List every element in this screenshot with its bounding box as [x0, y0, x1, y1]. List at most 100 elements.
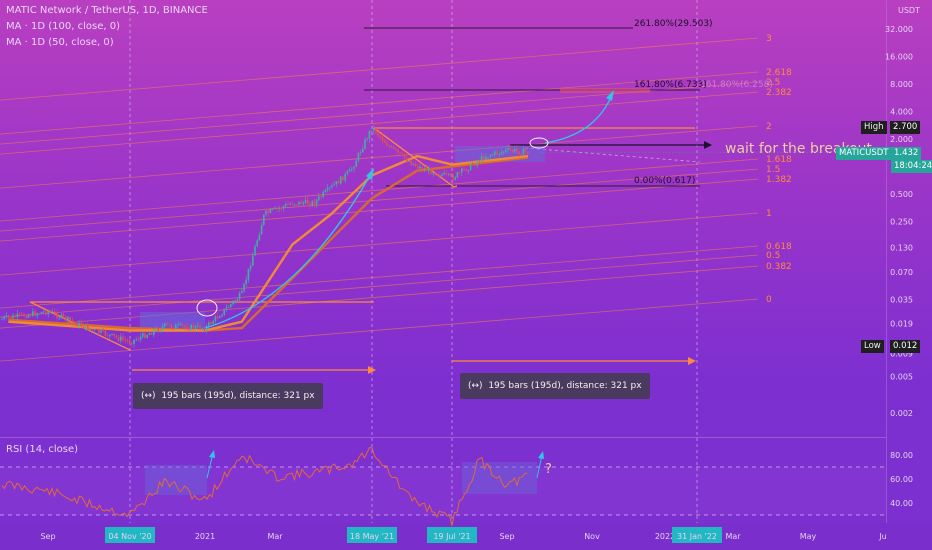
fib-channel-label-7: 1.382 [766, 175, 792, 185]
candle-body [441, 174, 443, 176]
bars-range-arrowhead-1 [368, 366, 376, 374]
rsi-arrowhead-2 [538, 451, 544, 459]
candle-body [258, 234, 261, 241]
candle-body [285, 204, 287, 207]
candle-body [1, 318, 3, 320]
candle-body [333, 184, 335, 186]
bars-range-text-2: 195 bars (195d), distance: 321 px [488, 381, 642, 391]
fib-faded-label: 161.80%(6.258) [700, 80, 773, 90]
high-value: 2.700 [890, 121, 921, 134]
candle-body [175, 324, 177, 329]
candle-body [190, 324, 192, 330]
candle-body [491, 154, 494, 156]
candle-body [434, 173, 437, 175]
candle-body [296, 204, 298, 206]
fib-channel-label-5: 1.618 [766, 155, 792, 165]
candle-body [243, 283, 245, 292]
candle-body [465, 169, 467, 171]
bars-range-label-2[interactable]: (↔) 195 bars (195d), distance: 321 px [460, 373, 650, 399]
fib-label-261: 261.80%(29.503) [634, 19, 713, 29]
candle-body [232, 301, 234, 305]
fib-channel-label-9: 0.618 [766, 242, 792, 252]
fib-channel-line-0 [0, 37, 759, 101]
candle-body [54, 311, 56, 313]
price-tick-label: 16.000 [885, 53, 913, 62]
candle-body [412, 163, 415, 165]
candle-body [111, 333, 113, 335]
candle-body [447, 173, 450, 175]
candle-body [51, 311, 54, 313]
symbol-title[interactable]: MATIC Network / TetherUS, 1D, BINANCE [6, 5, 208, 16]
candle-body [417, 166, 419, 169]
candle-body [331, 185, 333, 188]
candle-body [509, 148, 511, 151]
rsi-box-1 [145, 465, 207, 495]
breakout-circle-1 [196, 299, 218, 317]
candle-body [153, 330, 155, 335]
candle-body [179, 323, 181, 325]
candle-body [298, 201, 300, 205]
candle-body [359, 152, 362, 153]
candle-body [289, 203, 291, 205]
candle-body [14, 315, 16, 318]
candle-body [364, 139, 366, 149]
candle-body [377, 133, 379, 136]
candle-body [104, 330, 107, 336]
candle-body [395, 148, 397, 150]
fib-channel-label-10: 0.5 [766, 251, 780, 261]
rsi-line [1, 447, 528, 526]
candle-body [150, 333, 153, 335]
price-tick-label: 0.070 [890, 268, 913, 277]
candle-body [340, 176, 342, 184]
candle-body [324, 190, 327, 193]
candle-body [249, 265, 252, 269]
candle-body [223, 308, 225, 315]
candle-body [212, 321, 214, 325]
fib-channel-label-6: 1.5 [766, 165, 780, 175]
candle-body [65, 316, 67, 321]
candle-body [430, 167, 432, 174]
candle-body [348, 169, 351, 172]
candle-body [194, 326, 197, 329]
candle-body [91, 329, 93, 331]
candle-body [247, 268, 250, 280]
candle-body [478, 161, 481, 163]
candle-body [131, 343, 133, 345]
time-tick-label: Sep [40, 532, 55, 541]
highlighted-date-label: 31 Jan '22 [677, 532, 717, 541]
candle-body [49, 311, 52, 313]
candle-body [120, 336, 122, 341]
candle-body [95, 329, 98, 330]
ma-100-legend[interactable]: MA · 1D (100, close, 0) [6, 21, 120, 32]
candle-body [318, 196, 320, 200]
candle-body [428, 167, 430, 171]
candle-body [265, 210, 267, 215]
candle-body [170, 325, 173, 328]
candle-body [203, 328, 206, 331]
candle-body [344, 173, 346, 181]
fib-channel-line-9 [0, 245, 759, 309]
bars-range-label-1[interactable]: (↔) 195 bars (195d), distance: 321 px [133, 383, 323, 409]
pullback-leg [373, 127, 458, 188]
candle-body [280, 207, 283, 209]
ma-50-line [8, 154, 529, 332]
candle-body [419, 166, 421, 169]
rsi-legend[interactable]: RSI (14, close) [6, 444, 79, 455]
candle-body [399, 152, 401, 154]
ma-50-legend[interactable]: MA · 1D (50, close, 0) [6, 37, 114, 48]
candle-body [366, 138, 368, 140]
candle-body [522, 148, 525, 155]
candle-body [309, 204, 311, 206]
candle-body [357, 152, 360, 161]
candle-body [27, 314, 30, 318]
fib-channel-line-10 [0, 254, 759, 318]
candle-body [225, 307, 228, 309]
fib-label-161: 161.80%(6.733) [634, 80, 707, 90]
range-icon: (↔) [141, 391, 156, 401]
candle-body [230, 304, 232, 308]
candle-body [16, 313, 19, 318]
candle-body [403, 153, 406, 158]
candle-body [524, 148, 527, 152]
price-tick-label: 0.130 [890, 243, 913, 252]
